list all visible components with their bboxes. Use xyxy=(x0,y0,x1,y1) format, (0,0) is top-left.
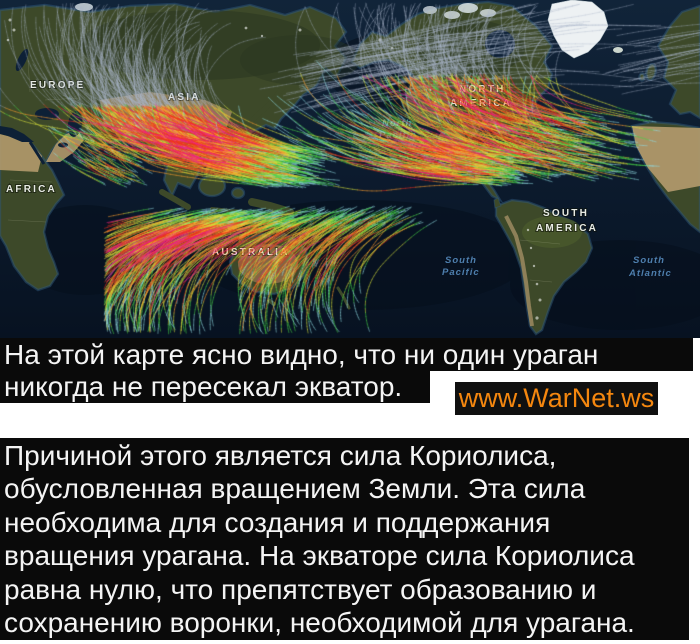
caption-line2: никогда не пересекал экватор. xyxy=(0,371,430,403)
world-map: EUROPEASIAAFRICANORTHAMERICASOUTHAMERICA… xyxy=(0,0,700,338)
caption-line1-text: На этой карте ясно видно, что ни один ур… xyxy=(4,339,599,370)
watermark: www.WarNet.ws xyxy=(455,382,658,415)
hurricane-tracks-canvas xyxy=(0,0,700,338)
caption-line1: На этой карте ясно видно, что ни один ур… xyxy=(0,338,693,371)
explanation-paragraph: Причиной этого является сила Кориолиса, … xyxy=(0,438,689,640)
paragraph-line: вращения урагана. На экваторе сила Корио… xyxy=(4,540,635,572)
paragraph-line: равна нулю, что препятствует образованию… xyxy=(4,573,597,605)
paragraph-line: Причиной этого является сила Кориолиса, xyxy=(4,440,557,471)
paragraph-line: обусловленная вращением Земли. Эта сила xyxy=(4,473,586,505)
watermark-text: www.WarNet.ws xyxy=(458,383,655,413)
paragraph-line: сохранению воронки, необходимой для ураг… xyxy=(4,607,635,639)
paragraph-line: необходима для создания и поддержания xyxy=(4,506,551,538)
caption-line2-text: никогда не пересекал экватор. xyxy=(4,371,403,402)
